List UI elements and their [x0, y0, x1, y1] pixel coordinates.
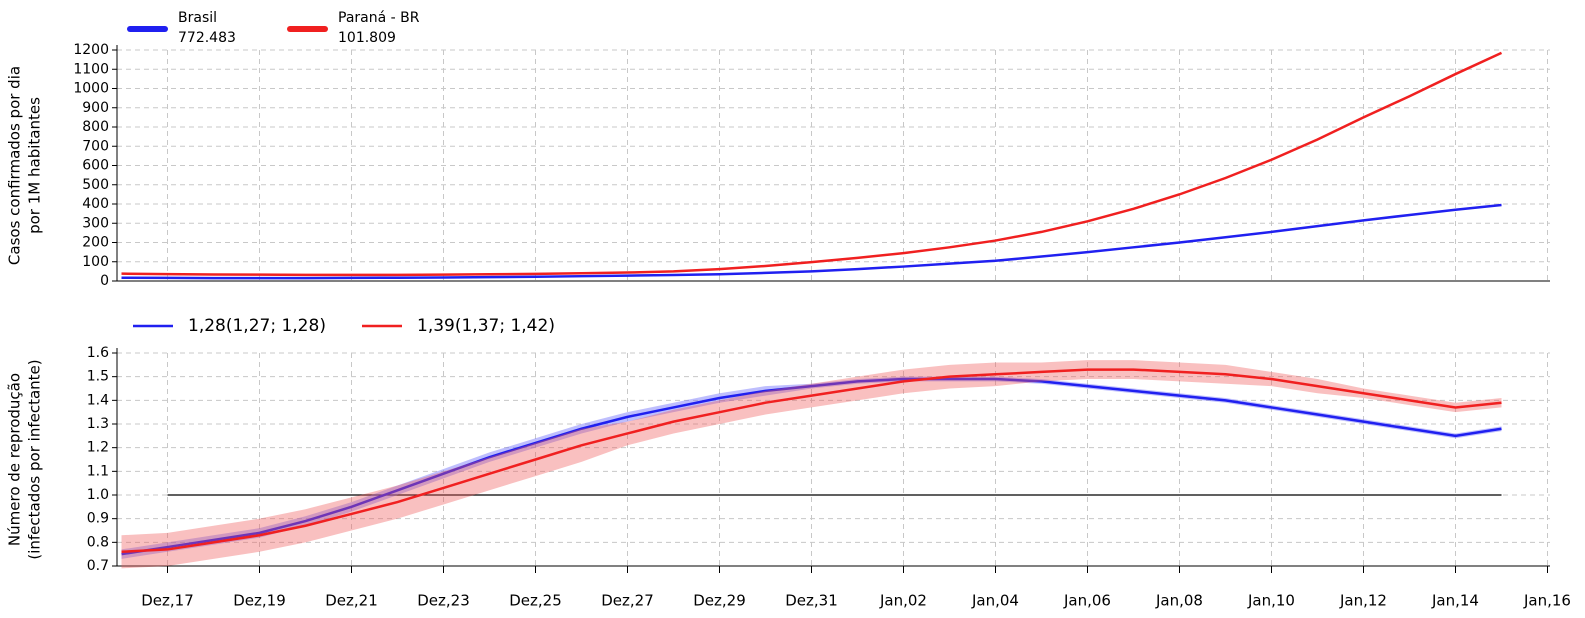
x-tick-label: Dez,31: [785, 592, 838, 610]
x-tick-label: Jan,04: [971, 592, 1019, 610]
y-tick-label: 0.8: [87, 534, 109, 550]
y-tick-label: 1.2: [87, 440, 109, 456]
legend-sublabel: 772.483: [178, 30, 236, 46]
legend-label: Brasil: [178, 10, 217, 26]
y-tick-label: 1.4: [87, 392, 109, 408]
x-tick-label: Jan,16: [1523, 592, 1571, 610]
x-tick-label: Dez,23: [417, 592, 470, 610]
y-tick-label: 500: [82, 177, 109, 193]
x-tick-label: Dez,27: [601, 592, 654, 610]
y-axis-label: Casos confirmados por dia: [6, 66, 24, 265]
y-tick-label: 1.0: [87, 487, 109, 503]
y-tick-label: 300: [82, 215, 109, 231]
series-line: [121, 377, 1502, 556]
y-tick-label: 0.9: [87, 511, 109, 527]
x-tick-label: Jan,08: [1155, 592, 1203, 610]
y-tick-label: 1000: [73, 81, 109, 97]
y-tick-label: 1.6: [87, 345, 109, 361]
x-tick-label: Jan,12: [1339, 592, 1387, 610]
x-tick-label: Jan,06: [1063, 592, 1111, 610]
y-tick-label: 1200: [73, 42, 109, 58]
y-axis-label: Número de reprodução: [6, 373, 24, 546]
legend-label: 1,28(1,27; 1,28): [188, 316, 326, 336]
y-tick-label: 100: [82, 254, 109, 270]
legend-label: Paraná - BR: [338, 10, 420, 26]
x-tick-label: Dez,17: [141, 592, 194, 610]
y-tick-label: 200: [82, 235, 109, 251]
x-tick-label: Jan,10: [1247, 592, 1295, 610]
y-tick-label: 400: [82, 196, 109, 212]
y-tick-label: 0.7: [87, 558, 109, 574]
y-axis-label: (infectados por infectante): [26, 359, 44, 559]
y-tick-label: 1100: [73, 61, 109, 77]
legend-label: 1,39(1,37; 1,42): [417, 316, 555, 336]
y-tick-label: 0: [100, 273, 109, 289]
y-tick-label: 1.5: [87, 369, 109, 385]
x-tick-label: Jan,02: [879, 592, 927, 610]
y-tick-label: 1.1: [87, 463, 109, 479]
series-line: [121, 203, 1502, 280]
x-tick-label: Dez,29: [693, 592, 746, 610]
confidence-band: [121, 360, 1502, 569]
y-tick-label: 700: [82, 138, 109, 154]
x-tick-label: Dez,19: [233, 592, 286, 610]
y-tick-label: 800: [82, 119, 109, 135]
legend-sublabel: 101.809: [338, 30, 396, 46]
series-line: [121, 51, 1503, 277]
x-tick-label: Jan,14: [1431, 592, 1479, 610]
x-tick-label: Dez,25: [509, 592, 562, 610]
x-tick-label: Dez,21: [325, 592, 378, 610]
series-line: [121, 368, 1502, 554]
y-axis-label: por 1M habitantes: [26, 97, 44, 234]
y-tick-label: 1.3: [87, 416, 109, 432]
y-tick-label: 900: [82, 100, 109, 116]
y-tick-label: 600: [82, 158, 109, 174]
